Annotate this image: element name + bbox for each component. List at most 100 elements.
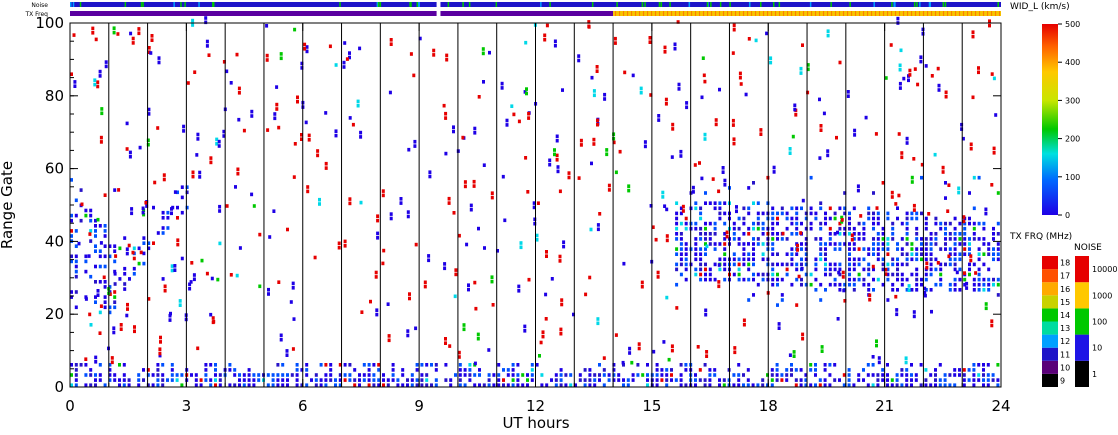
data-cell — [718, 257, 722, 262]
data-cell — [920, 252, 923, 256]
data-cell — [567, 171, 571, 175]
data-cell — [910, 180, 914, 184]
data-cell — [771, 242, 775, 246]
data-cell — [972, 206, 976, 211]
data-cell — [247, 373, 251, 377]
data-cell — [548, 162, 552, 167]
data-cell — [641, 373, 645, 377]
data-cell — [747, 257, 751, 262]
data-cell — [814, 267, 818, 272]
data-cell — [819, 242, 823, 246]
data-cell — [884, 272, 888, 276]
data-cell — [747, 211, 751, 216]
data-cell — [895, 373, 899, 377]
data-cell — [161, 210, 165, 215]
data-cell — [561, 88, 564, 92]
data-cell — [89, 213, 93, 218]
data-cell — [963, 252, 967, 256]
data-cell — [481, 47, 485, 51]
data-cell — [649, 204, 653, 208]
data-cell — [732, 252, 736, 256]
data-cell — [159, 340, 162, 344]
data-cell — [209, 378, 213, 382]
data-cell — [852, 288, 856, 292]
data-cell — [525, 87, 528, 91]
data-cell — [867, 288, 871, 292]
data-cell — [795, 252, 799, 256]
txfreq-colorbar-tick-label: 11 — [1060, 350, 1070, 359]
data-cell — [843, 226, 847, 231]
data-cell — [996, 247, 1000, 251]
data-cell — [944, 247, 947, 251]
noise-strip-tick — [540, 2, 542, 7]
data-cell — [338, 378, 342, 382]
data-cell — [211, 316, 215, 320]
txfreq-tick — [863, 11, 865, 16]
data-cell — [977, 373, 981, 377]
data-cell — [905, 288, 909, 292]
data-cell — [756, 226, 760, 231]
data-cell — [896, 272, 899, 277]
data-cell — [84, 357, 88, 361]
data-cell — [958, 368, 961, 372]
data-cell — [622, 261, 626, 266]
data-cell — [915, 237, 919, 241]
data-cell — [467, 287, 470, 292]
data-cell — [89, 383, 93, 387]
data-cell — [713, 201, 717, 205]
data-cell — [293, 27, 297, 32]
data-cell — [564, 383, 568, 387]
txfreq-tick — [875, 11, 877, 16]
data-cell — [833, 211, 837, 216]
data-cell — [679, 232, 683, 236]
data-cell — [809, 282, 813, 287]
data-cell — [866, 363, 870, 367]
data-cell — [848, 232, 851, 236]
data-cell — [737, 226, 741, 231]
data-cell — [837, 270, 841, 275]
data-cell — [833, 282, 837, 287]
txfreq-tick — [667, 11, 669, 16]
txfreq-tick — [739, 11, 741, 16]
data-cell — [396, 378, 400, 382]
data-cell — [305, 363, 309, 367]
data-cell — [752, 226, 755, 231]
data-cell — [210, 276, 214, 281]
data-cell — [271, 373, 275, 377]
data-cell — [103, 280, 107, 284]
width-colorbar-tick-label: 400 — [1065, 58, 1080, 67]
data-cell — [838, 262, 842, 267]
data-cell — [541, 334, 545, 339]
data-cell — [792, 350, 796, 354]
txfreq-tick — [763, 11, 765, 16]
data-cell — [912, 310, 916, 314]
data-cell — [761, 378, 765, 382]
data-cell — [824, 267, 827, 272]
data-cell — [704, 247, 707, 251]
data-cell — [982, 383, 985, 387]
data-cell — [338, 363, 342, 367]
data-cell — [303, 47, 307, 51]
data-cell — [94, 218, 97, 223]
noise-strip-tick — [916, 2, 918, 7]
data-cell — [891, 262, 895, 267]
data-cell — [108, 244, 112, 248]
data-cell — [482, 383, 486, 387]
data-cell — [915, 288, 919, 292]
data-cell — [915, 232, 919, 236]
data-cell — [123, 236, 127, 240]
data-cell — [704, 242, 707, 246]
data-cell — [795, 221, 799, 226]
data-cell — [413, 139, 417, 144]
data-cell — [477, 95, 481, 99]
data-cell — [968, 221, 971, 226]
data-cell — [258, 284, 262, 289]
data-cell — [991, 373, 995, 377]
data-cell — [506, 383, 510, 387]
data-cell — [266, 128, 270, 132]
data-cell — [718, 206, 722, 211]
data-cell — [925, 261, 929, 266]
data-cell — [862, 247, 866, 251]
txfreq-tick — [635, 11, 637, 16]
data-cell — [823, 363, 827, 367]
